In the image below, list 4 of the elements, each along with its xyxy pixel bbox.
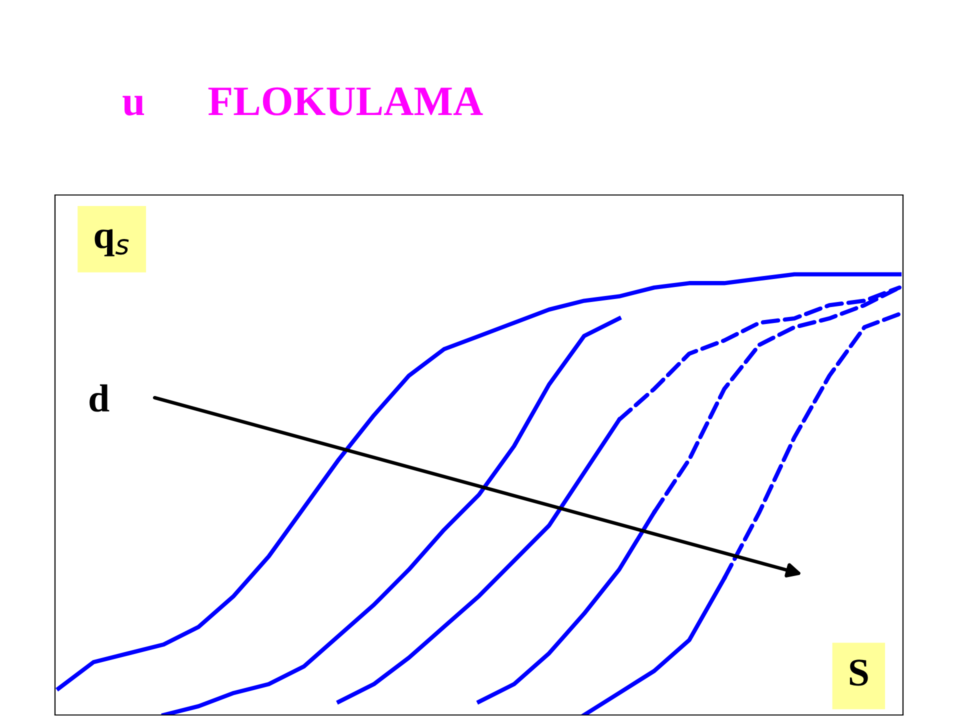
y-axis-title: q$_{s}$ [94, 229, 129, 256]
x-axis-title: S [850, 660, 868, 686]
chart-title: u FLOKULAMA [122, 87, 483, 116]
annotation: d [90, 384, 110, 412]
